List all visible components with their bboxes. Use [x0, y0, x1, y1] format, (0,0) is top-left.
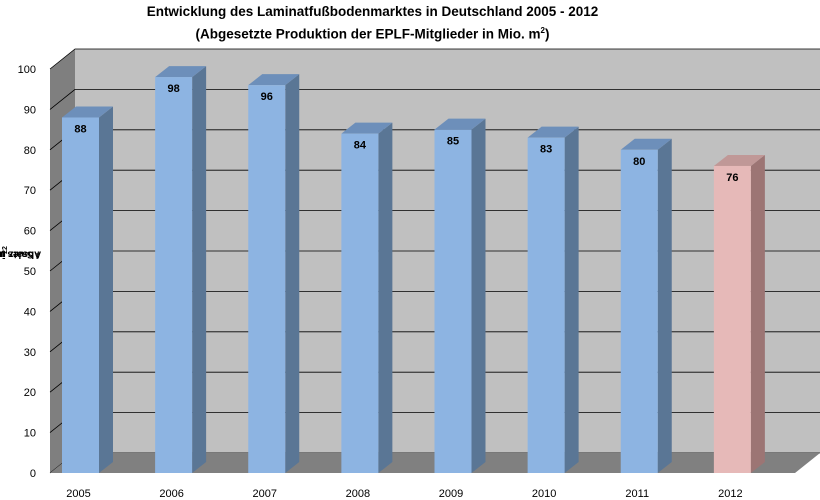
y-tick-label: 0 [30, 468, 36, 480]
data-label: 76 [726, 172, 738, 184]
bar-side [192, 66, 207, 473]
bar-top [248, 74, 300, 86]
bar-top [341, 122, 393, 134]
bar [341, 133, 379, 473]
y-tick-label: 30 [24, 347, 36, 359]
chart-title-line2-sup: 2 [540, 26, 545, 35]
x-tick-label: 2009 [439, 488, 463, 500]
data-label: 88 [74, 123, 86, 135]
x-tick-label: 2012 [718, 488, 742, 500]
gridline [49, 89, 820, 110]
bar [620, 149, 658, 474]
bar [527, 137, 565, 473]
bar [434, 129, 472, 473]
y-tick-label: 20 [24, 387, 36, 399]
bar-side [564, 126, 579, 474]
bar-side [378, 122, 393, 473]
y-tick-label: 50 [24, 266, 36, 278]
gridline [49, 48, 820, 70]
chart-title-line2-end: ) [544, 26, 550, 42]
x-tick-label: 2005 [66, 488, 90, 500]
bar-top [713, 154, 765, 166]
bar-side [99, 106, 113, 473]
bar [713, 165, 751, 473]
y-tick-label: 70 [24, 185, 36, 197]
bar [248, 85, 286, 473]
bar-top [527, 126, 579, 138]
x-tick-label: 2007 [253, 488, 277, 500]
bar-side [750, 154, 765, 473]
data-label: 98 [168, 83, 180, 95]
x-tick-label: 2006 [159, 488, 183, 500]
chart-title-line1: Entwicklung des Laminatfußbodenmarktes i… [146, 4, 599, 19]
bar-side [657, 138, 672, 474]
chart-title-line2: (Abgesetzte Produktion der EPLF-Mitglied… [0, 21, 745, 44]
bar-side [471, 118, 486, 473]
chart-title-line2-text: (Abgesetzte Produktion der EPLF-Mitglied… [195, 26, 541, 42]
y-tick-label: 10 [24, 428, 36, 440]
y-tick-label: 40 [24, 306, 36, 318]
data-label: 84 [354, 140, 367, 152]
bar-top [62, 106, 113, 118]
y-tick-label: 60 [24, 226, 36, 238]
x-tick-label: 2011 [625, 488, 649, 500]
y-tick-label: 100 [18, 64, 36, 76]
x-tick-label: 2008 [346, 488, 370, 500]
y-tick-label: 80 [24, 145, 36, 157]
bar-top [434, 118, 486, 130]
y-axis-label-text-2: / Sales in Mil. m [0, 248, 40, 260]
y-tick-label: 90 [24, 104, 36, 116]
data-label: 83 [540, 144, 552, 156]
data-label: 85 [447, 136, 459, 148]
bar-top [620, 138, 672, 150]
bar [155, 77, 193, 473]
bar [62, 117, 99, 473]
bar-top [155, 66, 207, 78]
data-label: 96 [261, 91, 273, 103]
chart-title: Entwicklung des Laminatfußbodenmarktes i… [0, 2, 745, 44]
x-tick-label: 2010 [532, 488, 556, 500]
data-label: 80 [633, 156, 645, 168]
bar-side [285, 74, 300, 473]
